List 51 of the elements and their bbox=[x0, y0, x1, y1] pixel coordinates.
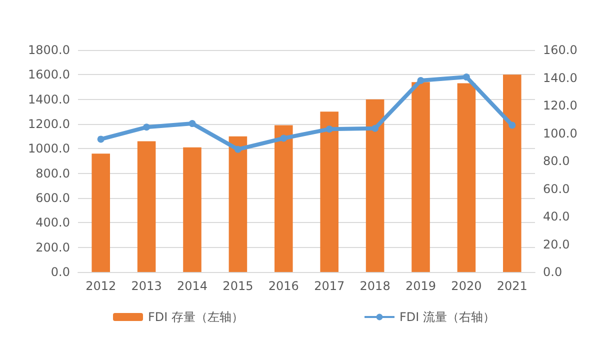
x-tick-label: 2019 bbox=[405, 279, 436, 293]
bar bbox=[320, 112, 338, 272]
x-tick-label: 2018 bbox=[360, 279, 390, 293]
point bbox=[372, 124, 379, 132]
point bbox=[462, 74, 470, 81]
x-tick-label: 2015 bbox=[222, 279, 254, 293]
point bbox=[508, 122, 516, 129]
point bbox=[97, 136, 104, 143]
y-tick-label: 1400.0 bbox=[28, 92, 70, 106]
y-tick-label: 1200.0 bbox=[28, 117, 70, 131]
bar bbox=[183, 147, 202, 272]
point bbox=[234, 146, 242, 153]
bar bbox=[457, 83, 476, 272]
point bbox=[417, 77, 424, 84]
y2-tick-label: 60.0 bbox=[543, 182, 570, 196]
bar bbox=[274, 125, 293, 272]
y-tick-label: 1800.0 bbox=[28, 43, 70, 57]
point bbox=[280, 134, 288, 142]
bar bbox=[228, 136, 248, 272]
x-tick-label: 2016 bbox=[268, 279, 299, 293]
y-tick-label: 1600.0 bbox=[28, 68, 70, 82]
y-tick-label: 1000.0 bbox=[28, 142, 70, 156]
y2-tick-label: 80.0 bbox=[543, 154, 570, 168]
point bbox=[188, 120, 196, 128]
x-tick-label: 2021 bbox=[496, 279, 528, 293]
y2-tick-label: 20.0 bbox=[543, 237, 570, 252]
y2-tick-label: 120.0 bbox=[543, 98, 578, 112]
bar bbox=[137, 141, 156, 272]
bar bbox=[503, 74, 522, 272]
x-tick-label: 2014 bbox=[176, 279, 208, 293]
legend-label: FDI 流量（右轴） bbox=[400, 310, 495, 324]
y2-tick-label: 160.0 bbox=[543, 43, 578, 57]
bar bbox=[412, 82, 430, 272]
y2-tick-label: 100.0 bbox=[543, 126, 578, 140]
y-tick-label: 800.0 bbox=[36, 166, 70, 180]
point bbox=[143, 124, 150, 131]
y2-tick-label: 0.0 bbox=[543, 265, 562, 279]
y-tick-label: 600.0 bbox=[36, 191, 70, 205]
x-tick-label: 2013 bbox=[131, 279, 162, 293]
legend-label: FDI 存量（左轴） bbox=[148, 310, 244, 324]
x-tick-label: 2020 bbox=[451, 279, 482, 293]
x-tick-label: 2012 bbox=[86, 279, 116, 293]
bar bbox=[92, 154, 110, 272]
x-tick-label: 2017 bbox=[314, 279, 345, 293]
point bbox=[326, 126, 333, 133]
y2-tick-label: 40.0 bbox=[543, 210, 570, 224]
y-tick-label: 200.0 bbox=[36, 240, 70, 254]
bar bbox=[366, 99, 384, 272]
y-tick-label: 0.0 bbox=[50, 265, 70, 279]
y2-tick-label: 140.0 bbox=[543, 70, 578, 85]
y-tick-label: 400.0 bbox=[36, 216, 70, 230]
